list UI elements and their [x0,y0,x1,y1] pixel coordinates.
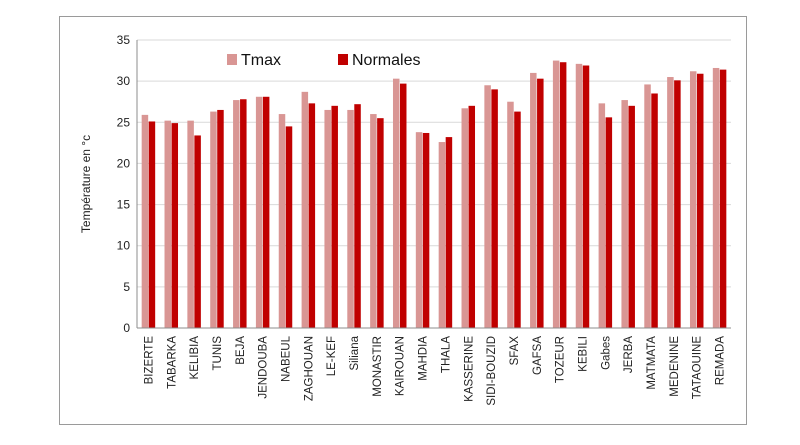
gridlines [137,39,731,288]
category-label: NABEUL [281,335,293,382]
bar-tmax-kebili [575,63,583,329]
category-labels: BIZERTE TABARKA KELIBIA TUNIS BEJA JENDOUBA NA… [143,335,726,405]
category-label: REMADA [715,336,727,386]
bar-normales-kasserine [468,105,476,328]
bar-normales-monastir [377,118,384,329]
bar-tmax-sidi-bouzid [484,85,491,328]
chart-frame: 0 5 10 15 20 25 30 35 BIZERTE TABARKA KELIBIA TUNI… [59,16,747,425]
bar-normales-remada [719,69,727,328]
bar-normales-gabes [605,117,613,328]
bar-tmax-bizerte [141,114,149,328]
bar-normales-kairouan [399,83,407,329]
category-label: BEJA [235,336,247,365]
bar-tmax-le-kef [324,109,331,328]
y-axis-label: Température en °c [79,135,93,233]
y-tick-label: 35 [117,33,131,47]
category-label: SFAX [509,336,521,366]
category-label: JERBA [623,336,635,373]
legend-label-normales: Normales [352,52,420,69]
bar-tmax-siliana [347,109,354,328]
bar-normales-tabarka [171,123,179,328]
category-label: TUNIS [212,336,224,371]
bar-normales-tataouine [696,73,704,328]
category-label: BIZERTE [143,336,155,385]
y-tick-label: 20 [117,156,131,170]
category-label: TOZEUR [555,336,567,383]
bar-tmax-kairouan [392,78,400,328]
bar-normales-bizerte [148,121,156,328]
category-label: TABARKA [166,336,178,389]
bar-normales-jerba [628,105,635,328]
category-label: GAFSA [532,336,544,375]
category-label: Gabes [600,336,612,370]
category-label: KELIBIA [189,336,201,380]
bar-normales-mahdia [422,132,430,328]
bar-tmax-mahdia [415,132,423,328]
bar-normales-sfax [514,111,521,329]
bars [141,60,727,329]
y-tick-label: 0 [123,321,130,335]
bar-normales-tunis [217,109,224,328]
y-tick-labels: 0 5 10 15 20 25 30 35 [117,33,131,335]
legend-label-tmax: Tmax [241,52,281,69]
bar-normales-medenine [674,80,681,328]
y-tick-label: 30 [117,74,131,88]
bar-tmax-medenine [667,77,674,329]
bar-tmax-gafsa [530,72,537,328]
bar-tmax-zaghouan [301,91,309,328]
category-label: SIDI-BOUZID [486,336,498,406]
category-label: Siliana [349,335,361,370]
category-label: MONASTIR [372,336,384,397]
category-label: KEBILI [578,336,590,372]
category-label: JENDOUBA [258,336,270,399]
bar-tmax-thala [438,142,446,328]
bar-tmax-matmata [644,84,651,328]
bar-normales-zaghouan [308,103,316,328]
legend-swatch-normales [338,54,348,65]
category-label: LE-KEF [326,336,338,376]
y-tick-label: 10 [117,239,131,253]
bar-tmax-remada [712,67,720,328]
bar-normales-siliana [354,104,361,328]
y-tick-label: 15 [117,198,131,212]
y-tick-label: 5 [123,280,130,294]
axes [136,40,731,329]
bar-normales-gafsa [537,78,544,328]
bar-normales-sidi-bouzid [491,89,498,328]
bar-tmax-monastir [370,114,377,328]
category-label: THALA [440,336,452,373]
bar-tmax-kelibia [187,120,194,328]
legend-swatch-tmax [227,54,237,65]
category-label: MATMATA [646,336,658,390]
bar-normales-kebili [582,65,590,328]
bar-tmax-tabarka [164,120,172,328]
category-label: KASSERINE [463,336,475,402]
category-label: MEDENINE [669,336,681,397]
bar-normales-matmata [651,93,658,328]
bar-tmax-tataouine [689,71,697,329]
y-tick-label: 25 [117,115,131,129]
bar-tmax-nabeul [278,114,286,328]
bar-normales-kelibia [194,135,201,328]
bar-normales-le-kef [331,105,338,328]
category-label: KAIROUAN [395,336,407,396]
bar-chart: 0 5 10 15 20 25 30 35 BIZERTE TABARKA KELIBIA TUNI… [79,33,731,406]
bar-tmax-gabes [598,103,606,328]
bar-tmax-kasserine [461,108,469,328]
bar-normales-nabeul [285,126,293,329]
category-label: MAHDIA [418,336,430,381]
bar-tmax-jerba [621,100,628,328]
bar-tmax-tozeur [552,60,560,328]
bar-tmax-jendouba [255,96,263,328]
bar-normales-beja [240,99,247,328]
bar-tmax-beja [233,100,240,328]
bar-normales-thala [445,137,453,328]
category-label: TATAOUINE [692,336,704,400]
bar-normales-tozeur [559,62,567,329]
bar-tmax-tunis [210,111,217,329]
bar-normales-jendouba [262,96,270,328]
category-label: ZAGHOUAN [303,336,315,401]
legend: Tmax Normales [227,52,420,69]
bar-tmax-sfax [507,101,514,328]
